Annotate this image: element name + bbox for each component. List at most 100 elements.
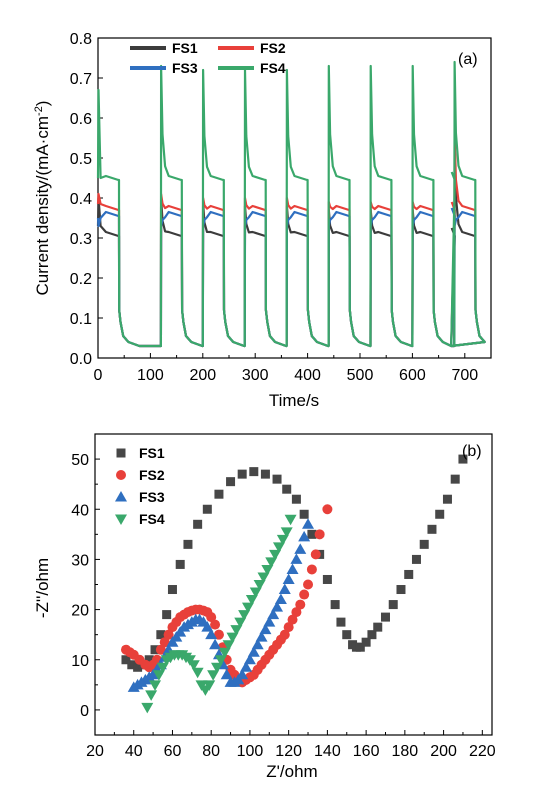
- panel-b-point-fs1: [388, 600, 398, 610]
- panel-b-series-fs3: [127, 518, 315, 692]
- panel-b-point-fs4: [145, 690, 158, 701]
- panel-b-point-fs1: [419, 539, 429, 549]
- panel-b: 20 40 60 80 100 120 140 160 180 200 220 0 10 20 30 40 50…: [33, 433, 496, 781]
- legend-a-label-fs4: FS4: [260, 60, 286, 76]
- panel-b-x-tick-label: 60: [164, 743, 182, 760]
- legend-b-marker-fs2: [116, 470, 126, 480]
- panel-b-point-fs2: [283, 622, 294, 633]
- panel-b-point-fs2: [279, 629, 290, 640]
- panel-a-legend: FS1 FS2 FS3 FS4: [130, 40, 286, 76]
- panel-b-point-fs1: [144, 655, 154, 665]
- panel-b-x-tick-label: 120: [275, 743, 302, 760]
- panel-b-series-fs2: [120, 504, 333, 688]
- panel-b-point-fs1: [336, 617, 346, 627]
- panel-b-point-fs1: [322, 574, 332, 584]
- panel-b-point-fs1: [282, 484, 292, 494]
- panel-a-y-tick-label: 0.4: [70, 191, 92, 208]
- panel-b-point-fs3: [274, 593, 287, 605]
- panel-b-point-fs1: [162, 610, 172, 620]
- panel-b-point-fs1: [226, 477, 236, 487]
- panel-b-label: (b): [462, 443, 482, 460]
- panel-a: 0 100 200 300 400 500 600 700 0.0 0.1 0.2 0.3 0.4 0.5…: [33, 31, 492, 410]
- panel-b-point-fs3: [220, 668, 233, 680]
- panel-a-y-axis-title: Current density/(mA·cm-2): [33, 101, 52, 296]
- panel-b-point-fs4: [218, 647, 231, 659]
- panel-b-point-fs3: [294, 543, 307, 554]
- panel-a-y-tick-label: 0.2: [70, 271, 92, 288]
- panel-b-point-fs1: [202, 504, 212, 514]
- legend-b-label-fs2: FS2: [139, 467, 165, 483]
- panel-b-ticks: 20 40 60 80 100 120 140 160 180 200 220 0 10 20 30 40 50: [71, 452, 496, 760]
- panel-b-point-fs2: [303, 579, 314, 590]
- panel-b-point-fs2: [310, 549, 321, 560]
- panel-a-y-tick-label: 0.6: [70, 111, 92, 128]
- panel-b-point-fs3: [282, 573, 295, 584]
- panel-b-point-fs1: [175, 559, 185, 569]
- panel-b-point-fs4: [272, 542, 285, 553]
- y-title-part-3: ): [33, 101, 52, 107]
- panel-b-point-fs1: [133, 662, 143, 672]
- panel-b-point-fs1: [427, 524, 437, 534]
- panel-b-point-fs2: [163, 629, 174, 640]
- panel-b-x-tick-label: 80: [202, 743, 220, 760]
- panel-a-x-tick-label: 0: [94, 367, 103, 384]
- panel-b-point-fs2: [155, 644, 166, 655]
- panel-b-point-fs1: [121, 655, 131, 665]
- panel-a-series-fs3: [96, 207, 486, 348]
- panel-a-series-fs4: [96, 60, 486, 348]
- panel-a-y-tick-label: 0.3: [70, 231, 92, 248]
- panel-b-point-fs1: [156, 630, 166, 640]
- panel-b-point-fs4: [253, 580, 266, 591]
- panel-b-point-fs3: [209, 638, 222, 650]
- panel-b-point-fs4: [211, 662, 224, 674]
- panel-a-x-tick-label: 400: [294, 367, 321, 384]
- panel-b-point-fs4: [245, 595, 258, 606]
- legend-b-marker-fs1: [116, 448, 126, 458]
- panel-b-x-tick-label: 180: [392, 743, 419, 760]
- panel-b-point-fs1: [183, 539, 193, 549]
- panel-a-ticks: 0 100 200 300 400 500 600 700 0.0 0.1 0.2 0.3 0.4 0.5…: [70, 31, 478, 384]
- panel-b-point-fs1: [193, 519, 203, 529]
- panel-a-y-tick-label: 0.1: [70, 311, 92, 328]
- panel-a-y-tick-label: 0.7: [70, 71, 92, 88]
- panel-b-point-fs1: [167, 585, 177, 595]
- panel-a-label: (a): [458, 51, 478, 68]
- panel-b-point-fs2: [287, 614, 298, 625]
- panel-b-point-fs1: [330, 600, 340, 610]
- panel-b-x-tick-label: 100: [237, 743, 264, 760]
- panel-b-x-tick-label: 220: [469, 743, 496, 760]
- panel-b-series: [120, 454, 468, 714]
- legend-b-label-fs4: FS4: [139, 511, 165, 527]
- panel-a-x-tick-label: 200: [189, 367, 216, 384]
- panel-b-y-axis-title: -Z''/ohm: [33, 558, 52, 618]
- legend-a-label-fs1: FS1: [172, 40, 198, 56]
- panel-b-x-tick-label: 160: [353, 743, 380, 760]
- legend-b-marker-fs4: [115, 514, 127, 525]
- panel-b-y-tick-label: 10: [71, 653, 89, 670]
- panel-b-point-fs1: [404, 569, 414, 579]
- panel-b-point-fs4: [269, 549, 282, 561]
- panel-a-y-tick-label: 0.5: [70, 151, 92, 168]
- panel-b-point-fs1: [355, 642, 365, 652]
- panel-b-point-fs4: [257, 572, 270, 583]
- panel-b-point-fs3: [205, 628, 218, 640]
- panel-b-point-fs2: [299, 589, 310, 600]
- panel-b-point-fs1: [361, 637, 371, 647]
- panel-b-point-fs3: [201, 621, 214, 632]
- panel-b-point-fs1: [411, 554, 421, 564]
- panel-b-point-fs4: [234, 617, 247, 629]
- panel-b-point-fs3: [271, 601, 284, 612]
- panel-b-point-fs4: [187, 660, 200, 671]
- panel-b-point-fs2: [314, 529, 325, 540]
- panel-b-point-fs2: [159, 637, 170, 648]
- panel-b-point-fs4: [141, 702, 154, 714]
- panel-b-point-fs1: [373, 622, 383, 632]
- panel-b-point-fs4: [249, 587, 262, 599]
- panel-b-point-fs1: [380, 612, 390, 622]
- panel-b-point-fs4: [226, 632, 239, 644]
- panel-b-point-fs4: [222, 640, 235, 651]
- panel-b-point-fs3: [263, 616, 276, 627]
- panel-b-point-fs3: [240, 661, 253, 672]
- legend-b-label-fs1: FS1: [139, 445, 165, 461]
